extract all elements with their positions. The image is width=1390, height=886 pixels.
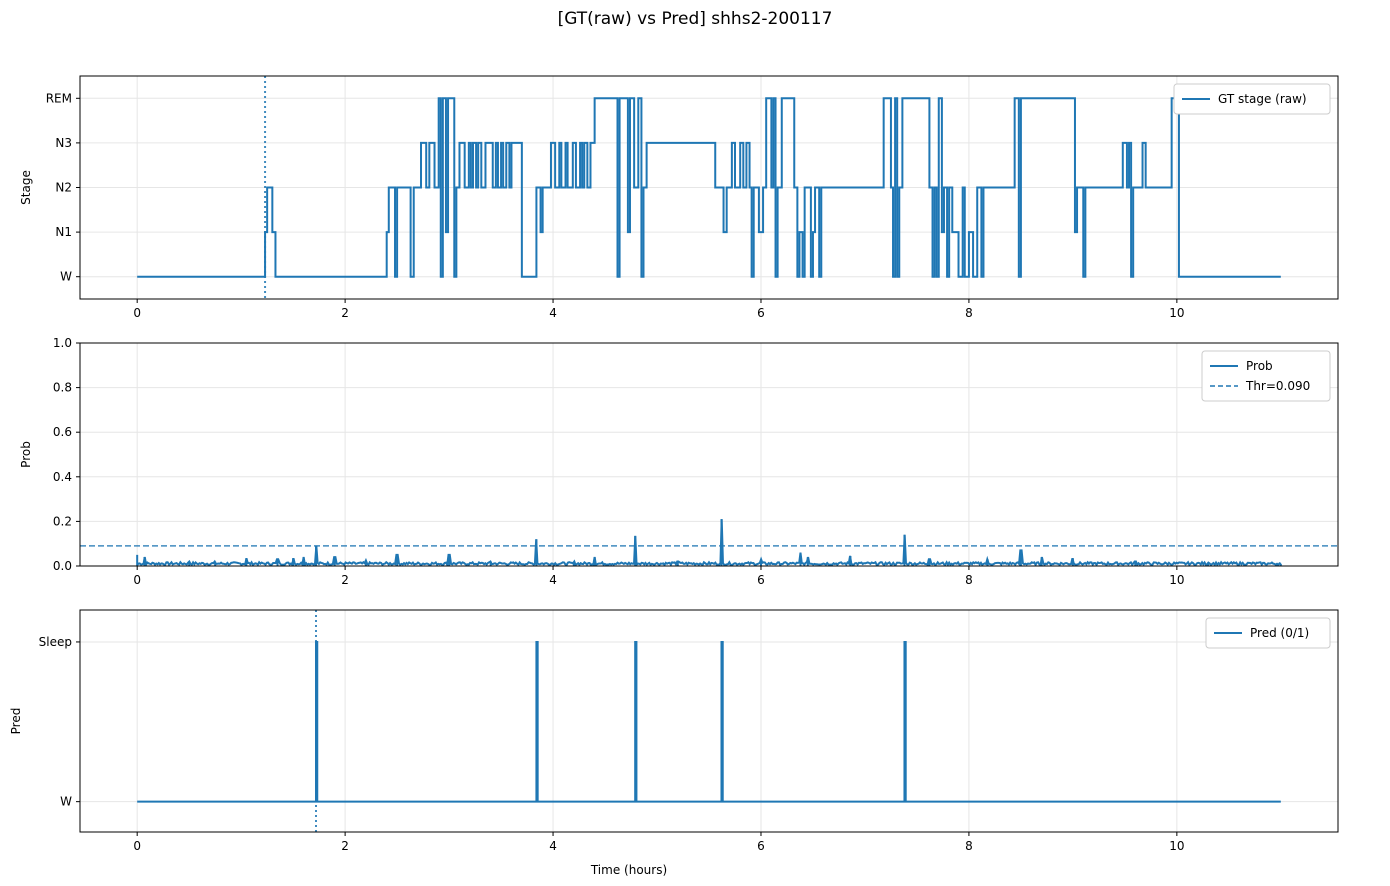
x-tick-label: 6: [757, 306, 765, 320]
x-tick-label: 4: [549, 573, 557, 587]
x-tick-label: 6: [757, 573, 765, 587]
axes-frame: [79, 342, 1339, 567]
y-axis-label: Stage: [19, 170, 33, 205]
y-tick-label: 0.2: [53, 514, 72, 528]
x-tick-label: 8: [965, 839, 973, 853]
x-tick-label: 0: [133, 306, 141, 320]
x-tick-label: 6: [757, 839, 765, 853]
x-tick-label: 10: [1169, 306, 1184, 320]
x-tick-label: 0: [133, 573, 141, 587]
x-tick-label: 10: [1169, 839, 1184, 853]
plot-area: [137, 640, 1281, 803]
x-tick-label: 0: [133, 839, 141, 853]
x-tick-label: 4: [549, 306, 557, 320]
y-axis-label: Prob: [19, 441, 33, 468]
legend-box: [1173, 83, 1331, 115]
legend-box: [1201, 350, 1331, 402]
y-tick-label: W: [60, 795, 72, 809]
y-tick-label: REM: [46, 91, 72, 105]
legend-label: GT stage (raw): [1218, 92, 1307, 106]
series-gt-stage-line: [137, 97, 1281, 278]
panel-stage: 0 2 4 6 8 10 W N1 N2 N3 REM Stage GT stage (raw): [19, 75, 1339, 320]
y-tick-label: 1.0: [53, 336, 72, 350]
legend-label: Thr=0.090: [1245, 379, 1310, 393]
y-tick-label: 0.0: [53, 559, 72, 573]
panel-prob: 0 2 4 6 8 10 0.0 0.2 0.4 0.6 0.8 1.0 Prob Prob Thr=0.0…: [19, 336, 1339, 587]
series-pred-line: [137, 640, 1281, 803]
figure-title: [GT(raw) vs Pred] shhs2-200117: [558, 9, 833, 29]
y-tick-label: N2: [55, 181, 72, 195]
x-tick-label: 2: [341, 573, 349, 587]
x-tick-label: 8: [965, 306, 973, 320]
x-tick-label: 10: [1169, 573, 1184, 587]
x-tick-label: 4: [549, 839, 557, 853]
legend-label: Pred (0/1): [1250, 626, 1309, 640]
y-tick-label: 0.8: [53, 381, 72, 395]
y-tick-label: N1: [55, 225, 72, 239]
y-tick-label: N3: [55, 136, 72, 150]
x-tick-label: 8: [965, 573, 973, 587]
series-prob-line: [136, 519, 1282, 566]
legend-box: [1205, 617, 1331, 649]
plot-area: [80, 519, 1338, 566]
y-tick-label: Sleep: [39, 635, 72, 649]
axes-frame: [79, 609, 1339, 833]
panel-pred: 0 2 4 6 8 10 W Sleep Pred Time (hours) Pred (0/1): [9, 609, 1339, 877]
plot-area: [137, 97, 1281, 278]
y-tick-label: W: [60, 270, 72, 284]
legend-label: Prob: [1246, 359, 1273, 373]
y-tick-label: 0.4: [53, 470, 72, 484]
x-tick-label: 2: [341, 306, 349, 320]
y-axis-label: Pred: [9, 708, 23, 735]
axes-frame: [79, 75, 1339, 300]
y-tick-label: 0.6: [53, 425, 72, 439]
x-tick-label: 2: [341, 839, 349, 853]
x-axis-label: Time (hours): [590, 863, 667, 877]
